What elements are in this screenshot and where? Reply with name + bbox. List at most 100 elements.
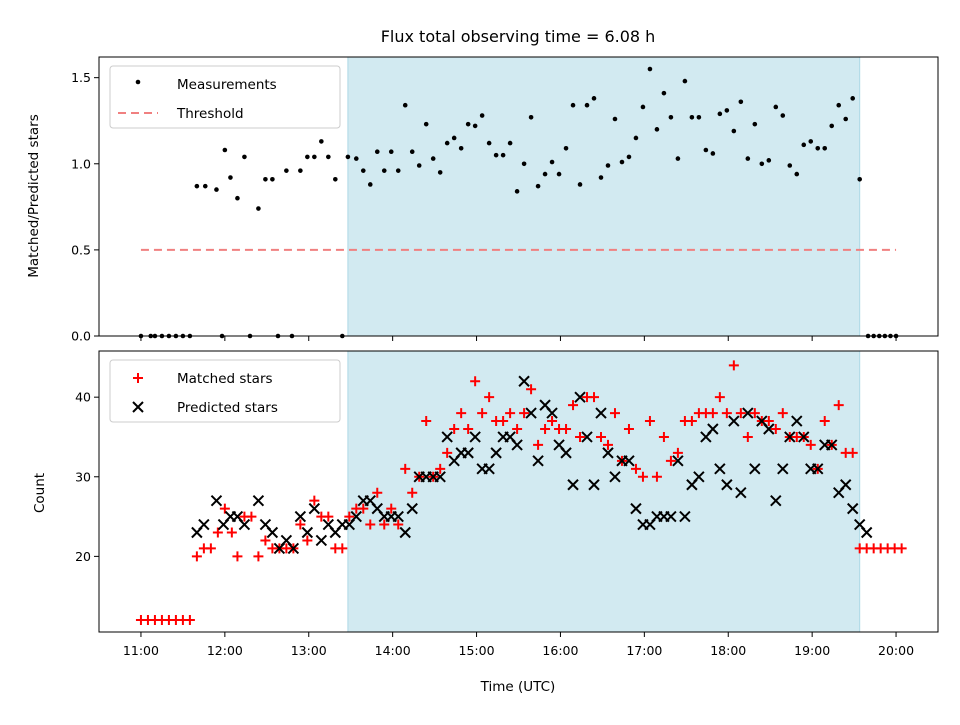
data-point-matched [602,439,613,450]
data-point-predicted [462,447,474,459]
data-point-predicted [532,455,544,467]
data-point-predicted [511,439,523,451]
data-point-predicted [693,471,705,483]
data-point-matched [596,431,607,442]
data-point-matched [407,487,418,498]
data-point-matched [246,511,257,522]
data-point-predicted [350,510,363,523]
data-point-matched [721,408,732,419]
y-tick-label: 0.5 [71,242,91,257]
data-point [437,170,443,175]
data-point [202,183,208,189]
x-tick-label: 13:00 [291,643,327,658]
data-point-predicted [595,407,607,419]
data-point [514,189,520,194]
data-point-predicted [749,463,761,475]
data-point [577,182,583,187]
data-point-predicted [399,526,411,539]
legend-marker-measurements [135,79,141,85]
data-point-matched [505,408,516,419]
data-point [430,156,436,161]
data-point-predicted [679,510,691,523]
legend-box [109,65,341,129]
data-point-predicted [574,391,586,403]
data-point-matched [833,400,844,411]
data-point-matched [777,408,788,419]
data-point [738,99,744,105]
data-point [612,116,618,122]
data-point [759,161,765,167]
data-point [256,206,261,211]
x-tick-label: 11:00 [123,643,159,658]
data-point-predicted [434,471,446,483]
data-point-predicted [735,486,747,499]
data-point-matched [686,416,697,427]
series-measurements [138,66,899,339]
data-point-matched [393,519,404,530]
data-point-matched [819,416,830,427]
data-point [563,145,569,151]
data-point-matched [547,416,558,427]
x-tick-label: 14:00 [375,643,411,658]
data-point-matched [400,463,411,474]
data-point-matched [735,408,746,419]
data-point [822,145,828,151]
y-tick-label: 0.0 [71,329,91,344]
legend-label: Predicted stars [177,400,278,416]
data-point-matched [749,408,760,419]
data-point-predicted [210,494,223,507]
data-point-predicted [518,375,530,387]
x-tick-label: 18:00 [710,643,746,658]
data-point [815,145,821,151]
data-point-predicted [301,526,314,539]
data-point-matched [498,416,509,427]
data-point-matched [323,511,334,522]
data-point-matched [226,527,237,538]
data-point-matched [763,416,774,427]
data-point [668,114,674,120]
data-point-predicted [791,415,803,427]
data-point-matched [470,376,481,387]
data-point [584,102,590,108]
data-point [696,114,702,120]
data-point-matched [742,431,753,442]
data-point-matched [232,551,243,562]
data-point-matched [533,439,544,450]
data-point-matched [561,424,572,435]
data-point-predicted [777,463,789,475]
data-point [270,176,275,182]
data-point [402,102,408,108]
data-point-matched [205,543,216,554]
data-point [319,139,324,144]
data-point [717,111,723,117]
data-point-predicted [798,431,810,443]
data-point [633,135,639,141]
data-point [829,123,835,129]
data-point-matched [344,511,355,522]
data-point [850,96,856,101]
data-point [500,152,506,158]
data-point [381,168,387,173]
data-point-predicted [198,518,210,531]
data-point-matched [630,463,641,474]
legend: Measurements Threshold [109,65,341,129]
data-point [242,154,247,160]
data-point [626,154,632,160]
data-point [731,128,737,134]
data-point-predicted [483,463,495,475]
data-point-predicted [728,415,740,427]
data-point-predicted [860,526,873,539]
data-point-predicted [252,494,265,507]
data-point-predicted [308,502,321,515]
data-point [284,168,289,173]
legend: Matched stars Predicted stars [109,359,341,423]
data-point [661,90,667,96]
data-point [507,140,513,146]
data-point-predicted [469,431,481,443]
data-point [228,175,233,180]
series-matched-stars [135,360,907,626]
data-point-matched [449,424,460,435]
data-point [465,121,471,127]
data-point [745,156,751,161]
x-tick-label: 19:00 [794,643,830,658]
